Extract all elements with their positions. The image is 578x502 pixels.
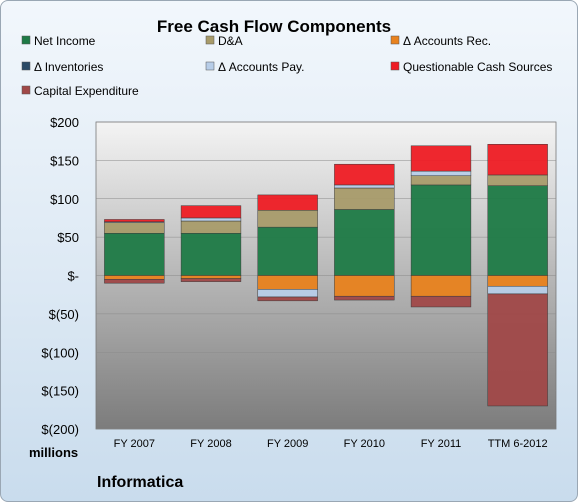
bar-segment: [334, 275, 395, 297]
legend-label: Net Income: [34, 34, 96, 48]
y-tick-label: $(50): [49, 307, 79, 322]
bar-segment: [410, 175, 472, 186]
bar-segment: [257, 194, 318, 211]
bar-segment: [257, 226, 318, 276]
bar-segment: [180, 220, 242, 234]
x-tick-label: FY 2007: [114, 438, 155, 450]
y-tick-label: $(200): [41, 422, 79, 437]
y-tick-label: $200: [50, 115, 79, 130]
x-tick-label: FY 2010: [344, 438, 385, 450]
bar-segment: [180, 205, 242, 219]
bar-segment: [487, 174, 548, 186]
bars: [104, 144, 548, 407]
bar-segment: [410, 184, 472, 276]
bar-segment: [410, 170, 472, 176]
legend-swatch: [205, 61, 215, 71]
legend-swatch: [21, 61, 31, 71]
company-name: Informatica: [97, 474, 183, 491]
legend-label: Δ Accounts Rec.: [403, 34, 491, 48]
legend-label: Δ Inventories: [34, 60, 103, 74]
bar-segment: [487, 293, 548, 407]
bar-segment: [104, 219, 165, 223]
bar-segment: [180, 275, 242, 279]
chart-title: Free Cash Flow Components: [157, 17, 391, 36]
legend-swatch: [205, 35, 215, 45]
legend-label: Capital Expenditure: [34, 84, 139, 98]
bar-segment: [334, 187, 395, 210]
bar-segment: [334, 209, 395, 276]
bar-segment: [104, 275, 165, 280]
bar-segment: [257, 289, 318, 298]
bar-segment: [410, 295, 472, 308]
bar-segment: [104, 279, 165, 284]
legend-swatch: [390, 61, 400, 71]
legend-swatch: [21, 35, 31, 45]
bar-segment: [180, 233, 242, 276]
bar-segment: [180, 217, 242, 222]
bar-segment: [487, 185, 548, 276]
bar-segment: [334, 295, 395, 301]
y-tick-label: $-: [67, 269, 79, 284]
legend-swatch: [390, 35, 400, 45]
x-tick-label: TTM 6-2012: [488, 438, 548, 450]
legend-label: Questionable Cash Sources: [403, 60, 552, 74]
legend-swatch: [21, 85, 31, 95]
y-tick-label: $100: [50, 192, 79, 207]
y-tick-label: $50: [57, 230, 79, 245]
gridlines: [96, 121, 556, 430]
bar-segment: [180, 278, 242, 282]
legend-label: D&A: [218, 34, 243, 48]
x-tick-label: FY 2011: [421, 438, 462, 450]
y-tick-label: $(150): [41, 384, 79, 399]
bar-segment: [104, 222, 165, 234]
bar-segment: [334, 184, 395, 189]
y-axis: $200 $150 $100 $50 $- $(50) $(100) $(150) $(200): [41, 115, 79, 437]
bar-segment: [487, 144, 548, 176]
bar-segment: [257, 210, 318, 228]
legend-label: Δ Accounts Pay.: [218, 60, 305, 74]
bar-segment: [257, 275, 318, 290]
y-tick-label: $(100): [41, 345, 79, 360]
bar-segment: [410, 145, 472, 172]
bar-segment: [104, 233, 165, 276]
bar-segment: [257, 296, 318, 302]
units-label: millions: [29, 445, 78, 460]
bar-segment: [410, 275, 472, 297]
y-tick-label: $150: [50, 153, 79, 168]
bar-segment: [487, 285, 548, 295]
legend: Net Income D&A Δ Accounts Rec. Δ Inventorie…: [21, 34, 552, 98]
x-tick-label: FY 2008: [190, 438, 231, 450]
bar-segment: [487, 275, 548, 287]
x-axis: FY 2007 FY 2008 FY 2009 FY 2010 FY 2011 TTM 6…: [114, 438, 548, 450]
x-tick-label: FY 2009: [267, 438, 308, 450]
bar-segment: [334, 163, 395, 186]
